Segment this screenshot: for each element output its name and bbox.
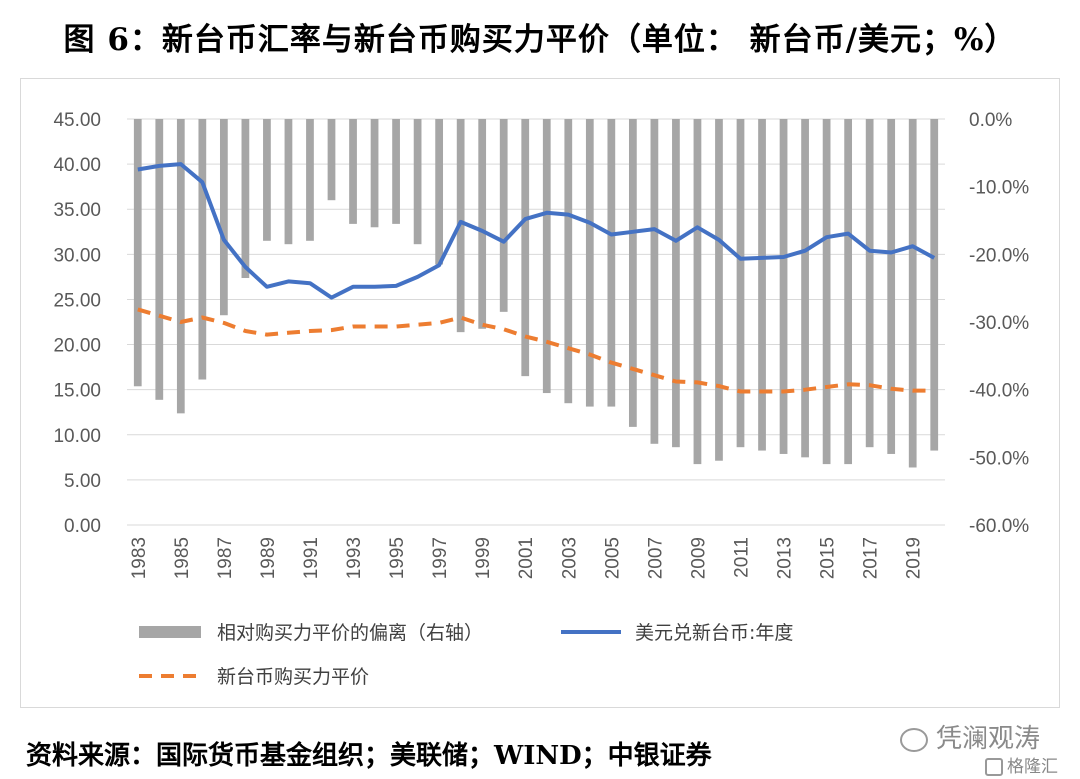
x-tick-label: 1995 (387, 537, 408, 579)
x-tick-label: 2005 (602, 537, 623, 579)
y-left-tick-label: 25.00 (53, 290, 101, 311)
legend-label-ppp: 新台币购买力平价 (217, 666, 369, 688)
deviation-bar (736, 119, 745, 448)
x-tick-label: 2011 (732, 537, 753, 578)
x-tick-label: 2003 (559, 537, 580, 579)
y-left-tick-label: 45.00 (53, 110, 101, 131)
legend-label-bars: 相对购买力平价的偏离（右轴） (217, 622, 483, 644)
deviation-bar (564, 119, 573, 404)
y-right-tick-label: -50.0% (969, 448, 1029, 469)
combo-chart: 0.00 5.00 10.00 15.00 20.00 25.00 30.00 35.00 40… (53, 110, 1029, 688)
x-tick-label: 1999 (473, 537, 494, 579)
y-left-tick-label: 20.00 (53, 336, 101, 357)
deviation-bar (930, 119, 939, 451)
deviation-bar (715, 119, 723, 461)
y-left-tick-label: 40.00 (53, 155, 101, 176)
chart-area: 0.00 5.00 10.00 15.00 20.00 25.00 30.00 35.00 40… (20, 78, 1060, 708)
y-left-tick-label: 0.00 (64, 516, 101, 537)
deviation-bar (370, 119, 379, 228)
deviation-bar (241, 119, 250, 279)
deviation-bar (908, 119, 917, 468)
deviation-bar (607, 119, 616, 407)
y-left-tick-label: 15.00 (53, 381, 101, 402)
deviation-bar (327, 119, 336, 201)
x-tick-label: 1985 (172, 537, 193, 579)
deviation-bar (306, 119, 314, 241)
deviation-bar (478, 119, 487, 329)
watermark-text: 凭澜观涛 (936, 724, 1041, 754)
y-left-tick-label: 10.00 (53, 426, 101, 447)
deviation-bar (263, 119, 271, 241)
deviation-bar (499, 119, 508, 312)
x-tick-label: 2001 (516, 537, 537, 579)
x-tick-label: 1993 (344, 537, 365, 579)
deviation-bar (628, 119, 637, 427)
x-tick-label: 2019 (904, 537, 925, 579)
deviation-bar (693, 119, 702, 465)
deviation-bar (349, 119, 357, 224)
x-tick-label: 2017 (861, 537, 882, 579)
deviation-bar (413, 119, 422, 245)
deviation-bar (801, 119, 809, 458)
exchange-rate-line (137, 162, 936, 300)
deviation-bar (779, 119, 788, 454)
y-right-tick-label: -30.0% (969, 313, 1029, 334)
x-tick-label: 1997 (430, 537, 451, 579)
y-left-tick-label: 35.00 (53, 200, 101, 221)
deviation-bar (887, 119, 896, 454)
deviation-bar (650, 119, 659, 444)
x-tick-label: 1983 (129, 537, 150, 579)
x-tick-label: 2015 (818, 537, 839, 579)
source-note: 资料来源：国际货币基金组织；美联储；WIND；中银证券 (26, 741, 712, 771)
legend-swatch-bars (139, 626, 201, 638)
deviation-bar (585, 119, 594, 407)
deviation-bar (155, 119, 164, 400)
deviation-bar (542, 119, 551, 394)
y-right-tick-label: 0.0% (969, 110, 1012, 131)
deviation-bar (758, 119, 766, 451)
legend-label-exchange-rate: 美元兑新台币:年度 (635, 622, 793, 644)
x-tick-label: 2009 (688, 537, 709, 579)
x-tick-label: 1987 (215, 537, 236, 579)
y-right-tick-label: -60.0% (969, 516, 1029, 537)
logo-icon (985, 758, 1003, 776)
x-tick-label: 2007 (645, 537, 666, 579)
deviation-bar (284, 119, 293, 245)
logo: 格隆汇 (985, 752, 1058, 777)
deviation-bar (521, 119, 530, 377)
x-tick-label: 1989 (258, 537, 279, 579)
wechat-icon (900, 727, 928, 752)
deviation-bar (392, 119, 400, 224)
y-left-tick-label: 30.00 (53, 245, 101, 266)
deviation-bar (176, 119, 185, 414)
y-left-tick-label: 5.00 (64, 471, 101, 492)
figure-title: 图 6：新台币汇率与新台币购买力平价（单位： 新台币/美元；%） (63, 22, 1017, 58)
deviation-bar (865, 119, 874, 448)
ppp-dashed-line (137, 307, 935, 394)
logo-text: 格隆汇 (1007, 757, 1058, 777)
y-right-tick-label: -10.0% (969, 178, 1029, 199)
deviation-bar (672, 119, 680, 448)
y-right-tick-label: -20.0% (969, 245, 1029, 266)
deviation-bar (435, 119, 444, 265)
x-tick-label: 1991 (301, 537, 322, 579)
x-tick-label: 2013 (775, 537, 796, 579)
deviation-bar (133, 119, 142, 387)
deviation-bar (198, 119, 207, 380)
deviation-bar (219, 119, 228, 316)
deviation-bar (822, 119, 831, 465)
y-right-tick-label: -40.0% (969, 381, 1029, 402)
watermark: 凭澜观涛 (900, 718, 1040, 755)
deviation-bar (844, 119, 853, 465)
